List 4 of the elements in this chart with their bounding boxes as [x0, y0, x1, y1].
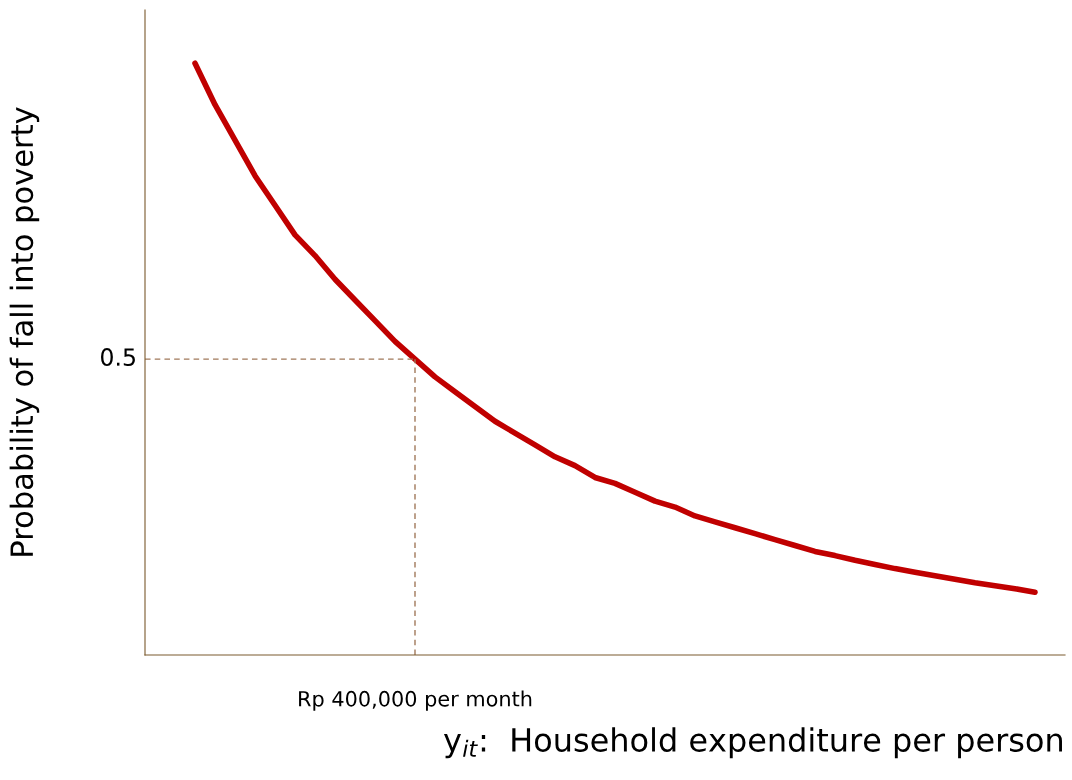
ref-line-label: 0.5 — [101, 348, 135, 366]
y-axis-title: Probability of fall into poverty — [9, 107, 40, 556]
text: Rp 400,000 per month — [299, 690, 532, 711]
x-axis-title: y$_{it}$: Household expenditure per person — [443, 727, 1062, 759]
